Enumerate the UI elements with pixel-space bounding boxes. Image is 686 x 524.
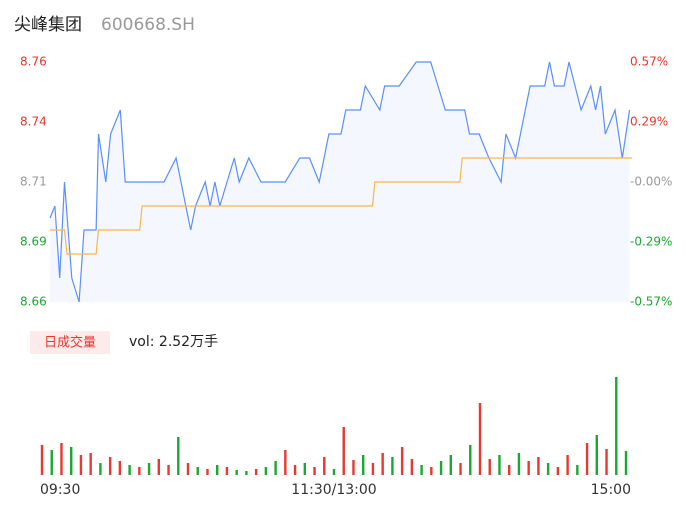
volume-summary: vol: 2.52万手: [129, 334, 218, 350]
volume-bar: [342, 427, 345, 475]
volume-bar: [264, 467, 268, 475]
volume-bar: [332, 469, 336, 475]
volume-bar: [206, 469, 209, 475]
volume-bar: [293, 465, 297, 475]
volume-bar: [89, 453, 92, 475]
volume-bar: [391, 457, 394, 475]
volume-bar: [459, 463, 462, 475]
x-tick-label: 15:00: [591, 482, 631, 498]
volume-bar: [410, 459, 414, 475]
volume-bar: [50, 450, 53, 475]
volume-bar: [352, 460, 355, 475]
volume-bar: [167, 465, 170, 475]
y-tick-label: 8.71: [20, 175, 47, 189]
volume-bar: [323, 457, 326, 475]
volume-bar: [362, 455, 365, 475]
volume-bar: [595, 435, 598, 475]
y2-tick-label: 0.29%: [630, 115, 668, 129]
volume-label-bg: [30, 331, 110, 354]
x-tick-label: 09:30: [40, 482, 80, 498]
volume-bar: [576, 465, 579, 475]
volume-bar: [225, 467, 229, 475]
volume-bar: [40, 445, 44, 475]
volume-bar: [615, 377, 618, 475]
volume-bar: [216, 465, 219, 475]
volume-bar: [498, 455, 501, 475]
volume-bar: [624, 451, 628, 475]
volume-bar: [284, 450, 287, 475]
volume-bar: [313, 467, 316, 475]
volume-bar: [128, 465, 131, 475]
volume-bar: [235, 470, 238, 475]
volume-bar: [537, 457, 540, 475]
volume-label: 日成交量: [44, 335, 96, 351]
volume-bar: [138, 467, 141, 475]
volume-bar: [99, 463, 102, 475]
volume-bar: [79, 455, 83, 475]
volume-bar: [430, 467, 433, 475]
volume-bar: [70, 447, 73, 475]
volume-bar: [60, 443, 63, 475]
volume-bar: [186, 463, 190, 475]
volume-bar: [274, 461, 277, 475]
volume-bar: [420, 465, 423, 475]
volume-bar: [508, 465, 511, 475]
y-tick-label: 8.76: [20, 55, 47, 69]
volume-bar: [371, 463, 375, 475]
average-line: [50, 157, 632, 255]
volume-bar: [108, 457, 112, 475]
volume-bar: [254, 469, 258, 475]
volume-bar: [245, 471, 248, 475]
volume-bar: [118, 461, 122, 475]
y-tick-label: 8.66: [20, 295, 47, 309]
volume-bar: [400, 447, 404, 475]
volume-bar: [478, 403, 482, 475]
volume-bar: [439, 461, 443, 475]
volume-bar: [517, 453, 521, 475]
y2-tick-label: -0.29%: [630, 235, 672, 249]
volume-bar: [303, 463, 306, 475]
volume-bar: [605, 449, 608, 475]
volume-bar: [469, 445, 472, 475]
volume-bar: [546, 463, 550, 475]
stock-name: 尖峰集团: [14, 15, 82, 35]
volume-bar: [527, 461, 530, 475]
y2-tick-label: -0.57%: [630, 295, 672, 309]
volume-bar: [556, 467, 560, 475]
y-tick-label: 8.74: [20, 115, 47, 129]
y2-tick-label: -0.00%: [630, 175, 672, 189]
volume-bar: [585, 443, 589, 475]
volume-bar: [157, 459, 160, 475]
volume-bar: [196, 467, 199, 475]
volume-bar: [177, 437, 180, 475]
price-line: [49, 61, 631, 303]
volume-bar: [147, 463, 151, 475]
y-tick-label: 8.69: [20, 235, 47, 249]
stock-code: 600668.SH: [101, 15, 195, 35]
price-area: [50, 62, 630, 302]
volume-bar: [381, 453, 384, 475]
volume-bar: [566, 455, 569, 475]
volume-bar: [449, 455, 452, 475]
y2-tick-label: 0.57%: [630, 55, 668, 69]
volume-bar: [488, 459, 491, 475]
x-tick-label: 11:30/13:00: [291, 482, 376, 498]
